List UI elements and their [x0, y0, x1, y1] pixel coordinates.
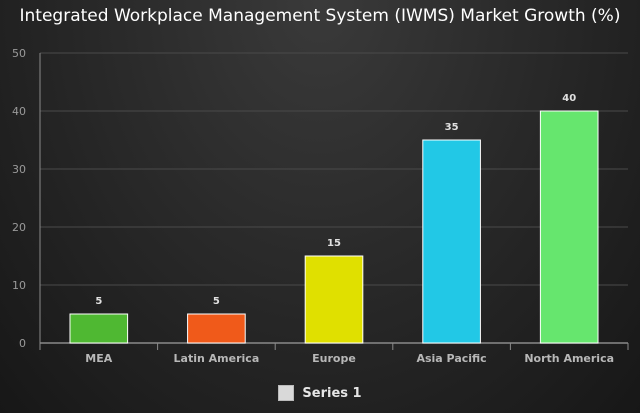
- bar: [422, 139, 481, 344]
- y-tick-label: 30: [12, 163, 26, 176]
- x-tick-label: MEA: [85, 352, 112, 365]
- data-label: 5: [213, 296, 220, 307]
- axes: 0 10 20 30 40 50 MEA Latin America Europe Asia Pa…: [12, 47, 629, 365]
- x-tick-label: Europe: [312, 352, 356, 365]
- data-label: 15: [327, 238, 341, 249]
- bar: [187, 313, 246, 344]
- y-tick-label: 40: [12, 105, 26, 118]
- gridlines: [40, 52, 628, 286]
- y-tick-label: 0: [19, 337, 26, 350]
- bars: [69, 110, 599, 344]
- bar: [69, 313, 129, 344]
- x-tick-label: Asia Pacific: [416, 352, 486, 365]
- data-labels: 5 5 15 35 40: [95, 93, 576, 307]
- data-label: 5: [95, 296, 102, 307]
- data-label: 40: [562, 93, 576, 104]
- data-label: 35: [445, 122, 459, 133]
- y-tick-label: 10: [12, 279, 26, 292]
- legend-label-series-1: Series 1: [302, 385, 362, 401]
- legend: Series 1: [0, 385, 640, 401]
- bar: [304, 255, 364, 344]
- legend-swatch-series-1: [278, 385, 295, 401]
- x-tick-label: Latin America: [174, 352, 260, 365]
- chart-title: Integrated Workplace Management System (…: [19, 6, 621, 26]
- y-tick-label: 20: [12, 221, 26, 234]
- y-tick-label: 50: [12, 47, 26, 60]
- x-tick-label: North America: [524, 352, 614, 365]
- bar: [539, 110, 599, 344]
